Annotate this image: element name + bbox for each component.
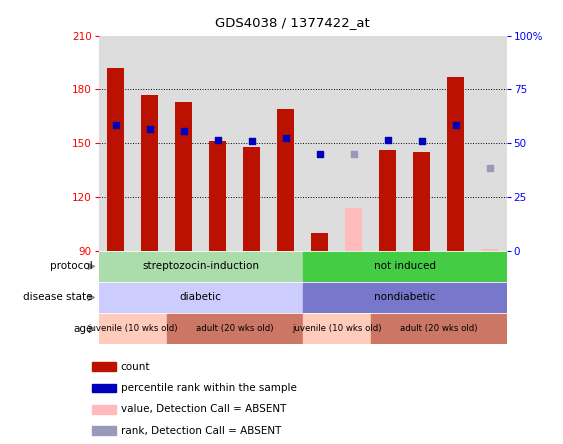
Bar [92,426,116,435]
Bar [167,314,303,343]
Text: nondiabetic: nondiabetic [374,293,435,302]
Bar [175,102,192,251]
Bar [99,283,303,312]
Bar [99,252,303,281]
Text: disease state: disease state [24,293,93,302]
Text: not induced: not induced [374,262,436,271]
Bar [303,283,507,312]
Point [485,165,494,172]
Text: count: count [120,362,150,372]
Text: streptozocin-induction: streptozocin-induction [142,262,259,271]
Point [451,122,460,129]
Text: juvenile (10 wks old): juvenile (10 wks old) [292,324,381,333]
Bar [243,147,260,251]
Text: GDS4038 / 1377422_at: GDS4038 / 1377422_at [216,16,370,28]
Bar [370,314,507,343]
Point [179,127,188,134]
Bar [303,252,507,281]
Text: value, Detection Call = ABSENT: value, Detection Call = ABSENT [120,404,286,414]
Text: adult (20 wks old): adult (20 wks old) [400,324,477,333]
Point [281,134,290,141]
Text: adult (20 wks old): adult (20 wks old) [196,324,273,333]
Bar [277,109,294,251]
Bar [92,362,116,371]
Text: diabetic: diabetic [180,293,221,302]
Bar [379,151,396,251]
Point [145,125,154,132]
Point [111,122,120,129]
Bar [209,141,226,251]
Point [417,138,426,145]
Text: protocol: protocol [50,262,93,271]
Point [349,151,358,158]
Text: percentile rank within the sample: percentile rank within the sample [120,383,297,393]
Text: juvenile (10 wks old): juvenile (10 wks old) [88,324,177,333]
Point [213,136,222,143]
Text: rank, Detection Call = ABSENT: rank, Detection Call = ABSENT [120,426,281,436]
Bar [107,68,124,251]
Bar [345,208,362,251]
Bar [141,95,158,251]
Point [383,136,392,143]
Bar [92,384,116,392]
Bar [447,77,464,251]
Bar [303,314,370,343]
Bar [481,249,498,251]
Bar [92,405,116,414]
Bar [413,152,430,251]
Point [247,138,256,145]
Point [315,151,324,158]
Bar [99,314,167,343]
Bar [311,233,328,251]
Text: age: age [74,324,93,333]
